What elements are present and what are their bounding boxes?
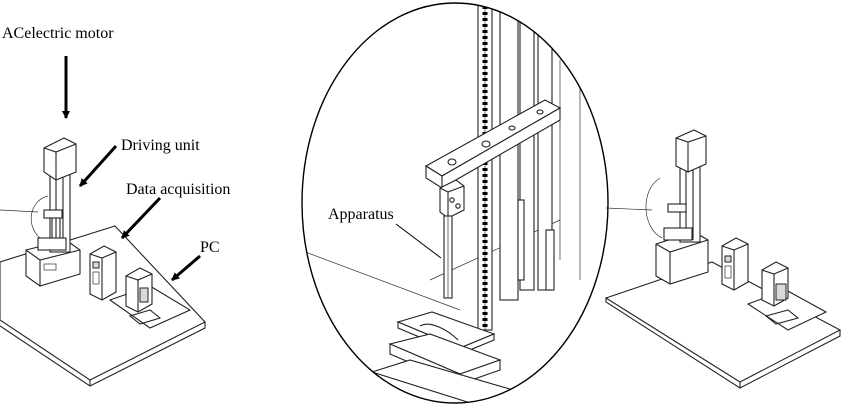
left-pc xyxy=(108,267,192,329)
probe-rod xyxy=(443,215,453,299)
left-data-acquisition-box xyxy=(89,245,117,301)
left-assembly: ACelectric motor Driving unit Data acqui… xyxy=(0,25,230,387)
driving-unit-label: Driving unit xyxy=(121,137,200,154)
data-acquisition-label: Data acquisition xyxy=(126,181,230,198)
detail-magnification: Apparatus xyxy=(301,2,609,404)
data-acquisition-arrow xyxy=(120,196,162,240)
apparatus-label: Apparatus xyxy=(328,206,394,223)
clamp-block xyxy=(439,179,465,219)
specimen-plates xyxy=(370,311,522,403)
ac-motor-label: ACelectric motor xyxy=(2,25,114,42)
pc-arrow xyxy=(171,254,201,282)
driving-unit-arrow xyxy=(78,144,118,188)
pc-label: PC xyxy=(200,239,220,256)
left-column xyxy=(43,137,77,253)
right-assembly xyxy=(604,129,842,389)
apparatus-leader-line xyxy=(395,223,442,259)
magnification-ellipse xyxy=(301,2,609,404)
left-driving-unit xyxy=(37,209,67,251)
